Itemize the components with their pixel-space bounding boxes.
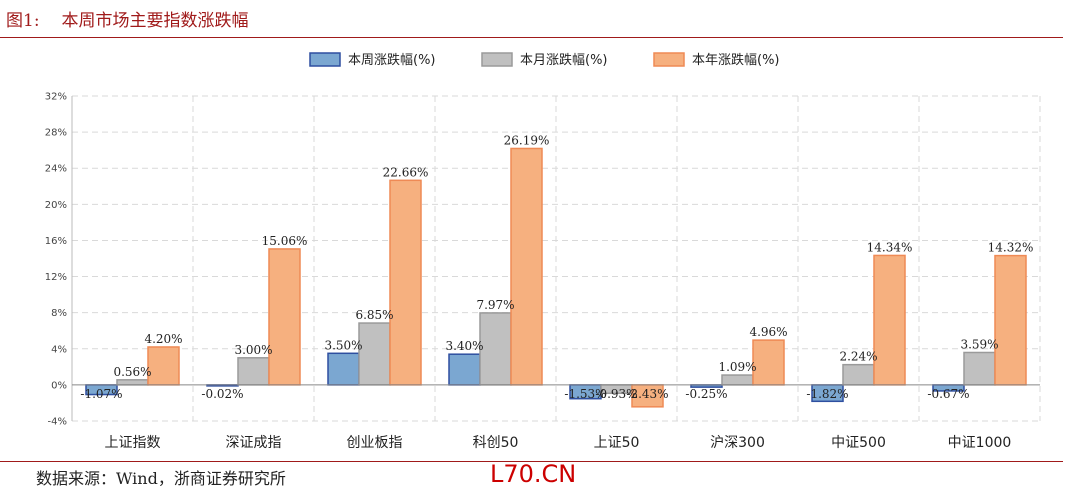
y-tick-label: 8% — [51, 308, 67, 319]
bar — [147, 346, 180, 386]
bar — [963, 351, 996, 386]
data-label: 14.34% — [867, 240, 913, 254]
category-label: 沪深300 — [710, 435, 765, 451]
bar — [268, 248, 301, 386]
y-tick-label: 28% — [45, 128, 67, 139]
y-tick-label: 12% — [45, 272, 67, 283]
y-tick-label: 20% — [45, 200, 67, 211]
data-label: 14.32% — [988, 241, 1034, 255]
category-label: 中证500 — [831, 435, 886, 451]
legend-label: 本月涨跌幅(%) — [520, 52, 608, 68]
data-label: -0.25% — [685, 387, 727, 401]
legend-label: 本年涨跌幅(%) — [692, 52, 780, 68]
bar — [358, 322, 391, 386]
bar — [510, 147, 543, 386]
category-label: 中证1000 — [948, 435, 1012, 451]
data-label: -2.43% — [626, 387, 668, 401]
y-tick-label: 4% — [51, 344, 67, 355]
top-rule — [0, 37, 1063, 38]
data-label: 3.59% — [960, 337, 998, 351]
watermark: L70.CN — [490, 460, 577, 488]
data-label: 7.97% — [476, 298, 514, 312]
data-label: -1.07% — [80, 387, 122, 401]
y-tick-label: 16% — [45, 236, 67, 247]
data-label: -0.93% — [595, 387, 637, 401]
bar — [721, 374, 754, 386]
bar — [842, 363, 875, 386]
figure-title: 图1: 本周市场主要指数涨跌幅 — [6, 6, 249, 31]
legend-swatch — [309, 52, 341, 67]
legend-label: 本周涨跌幅(%) — [348, 52, 436, 68]
data-label: 4.96% — [749, 325, 787, 339]
bar — [327, 352, 360, 386]
y-tick-label: 32% — [45, 92, 67, 103]
data-label: 26.19% — [504, 133, 550, 147]
data-label: -0.67% — [927, 387, 969, 401]
bar — [873, 254, 906, 386]
bottom-rule — [0, 461, 1063, 462]
legend-swatch — [653, 52, 685, 67]
data-label: 1.09% — [718, 360, 756, 374]
bar — [448, 353, 481, 386]
y-tick-label: 0% — [51, 380, 67, 391]
legend-swatch — [481, 52, 513, 67]
category-label: 上证指数 — [105, 435, 161, 451]
data-label: -0.02% — [201, 387, 243, 401]
category-label: 深证成指 — [226, 435, 282, 451]
bar — [479, 312, 512, 386]
data-source: 数据来源：Wind，浙商证券研究所 — [36, 469, 286, 488]
category-label: 上证50 — [594, 435, 640, 451]
bar-chart: -4% 0% 4% 8% 12% 16% 20% 24% 28% 32% -1.07% 0.56% 4.… — [45, 52, 1041, 451]
category-label: 科创50 — [473, 435, 519, 451]
data-label: 15.06% — [262, 234, 308, 248]
y-tick-label: -4% — [48, 417, 67, 428]
figure-number: 图1: — [6, 11, 40, 31]
category-label: 创业板指 — [347, 435, 403, 451]
data-label: 6.85% — [355, 308, 393, 322]
data-label: 3.40% — [445, 339, 483, 353]
data-label: 3.00% — [234, 343, 272, 357]
data-label: -1.53% — [564, 387, 606, 401]
bar — [994, 254, 1027, 386]
figure-title-text: 本周市场主要指数涨跌幅 — [61, 11, 249, 31]
data-label: 22.66% — [383, 165, 429, 179]
bar — [237, 357, 270, 386]
bar — [116, 379, 149, 386]
data-label: 3.50% — [324, 338, 362, 352]
bar — [389, 179, 422, 386]
bar — [752, 339, 785, 386]
y-tick-label: 24% — [45, 164, 67, 175]
data-label: 0.56% — [113, 365, 151, 379]
data-label: -1.82% — [806, 387, 848, 401]
data-label: 4.20% — [144, 332, 182, 346]
data-label: 2.24% — [839, 350, 877, 364]
